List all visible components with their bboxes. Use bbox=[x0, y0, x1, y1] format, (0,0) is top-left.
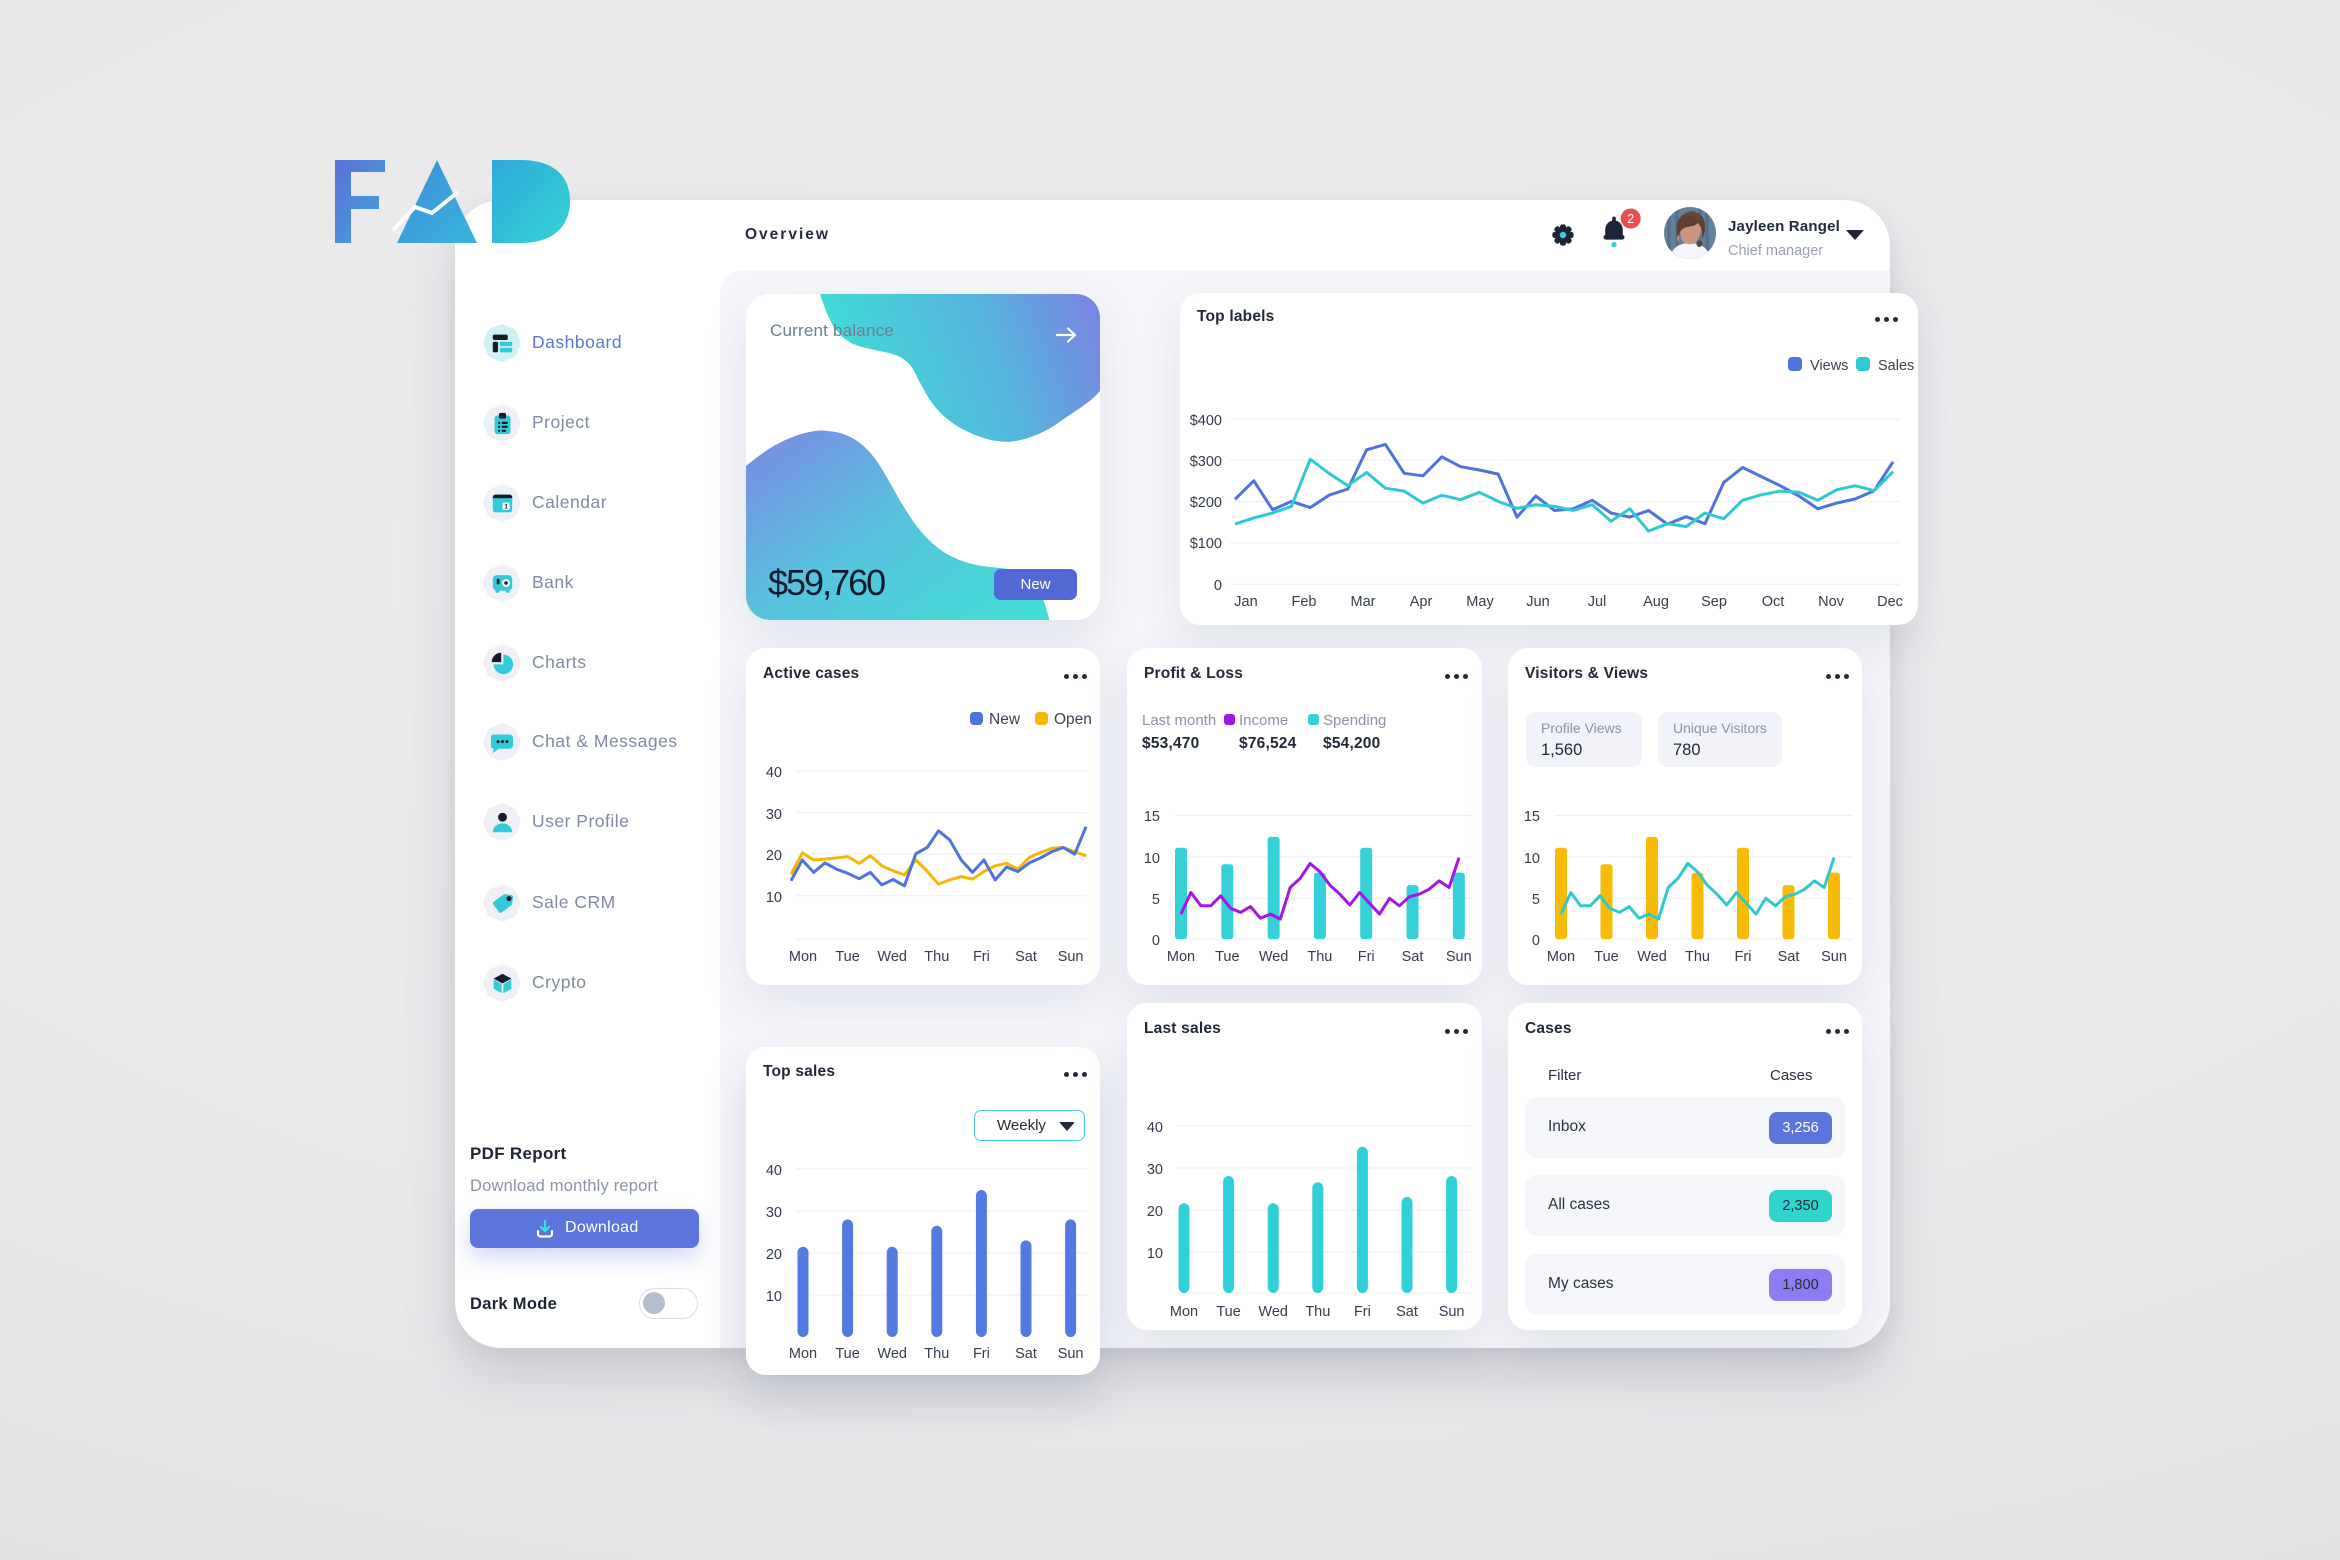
svg-text:30: 30 bbox=[1147, 1162, 1163, 1178]
svg-text:Feb: Feb bbox=[1292, 594, 1317, 610]
svg-text:Thu: Thu bbox=[1685, 949, 1710, 965]
svg-text:May: May bbox=[1466, 594, 1494, 610]
svg-text:$400: $400 bbox=[1190, 413, 1222, 429]
svg-text:Aug: Aug bbox=[1643, 594, 1669, 610]
svg-text:Sat: Sat bbox=[1402, 949, 1424, 965]
svg-text:Fri: Fri bbox=[1354, 1304, 1371, 1320]
svg-text:Apr: Apr bbox=[1410, 594, 1433, 610]
svg-text:Fri: Fri bbox=[1358, 949, 1375, 965]
svg-text:15: 15 bbox=[1144, 809, 1160, 825]
svg-text:Mon: Mon bbox=[789, 1346, 817, 1362]
svg-text:Wed: Wed bbox=[877, 1346, 907, 1362]
svg-text:Oct: Oct bbox=[1762, 594, 1785, 610]
svg-text:Tue: Tue bbox=[835, 949, 859, 965]
svg-text:20: 20 bbox=[1147, 1204, 1163, 1220]
svg-text:20: 20 bbox=[766, 1247, 782, 1263]
svg-text:Fri: Fri bbox=[973, 1346, 990, 1362]
svg-text:Sat: Sat bbox=[1778, 949, 1800, 965]
svg-text:Tue: Tue bbox=[1594, 949, 1618, 965]
svg-text:40: 40 bbox=[766, 765, 782, 781]
svg-text:Mon: Mon bbox=[1547, 949, 1575, 965]
svg-text:30: 30 bbox=[766, 1205, 782, 1221]
svg-text:Sat: Sat bbox=[1015, 1346, 1037, 1362]
svg-text:20: 20 bbox=[766, 848, 782, 864]
svg-text:Thu: Thu bbox=[924, 1346, 949, 1362]
svg-text:10: 10 bbox=[766, 1289, 782, 1305]
svg-text:Jan: Jan bbox=[1234, 594, 1257, 610]
svg-text:Wed: Wed bbox=[1258, 1304, 1288, 1320]
svg-text:10: 10 bbox=[1524, 851, 1540, 867]
svg-text:5: 5 bbox=[1152, 892, 1160, 908]
svg-text:$300: $300 bbox=[1190, 454, 1222, 470]
svg-text:Tue: Tue bbox=[835, 1346, 859, 1362]
svg-text:15: 15 bbox=[1524, 809, 1540, 825]
svg-text:Views: Views bbox=[1810, 358, 1848, 374]
svg-text:Sat: Sat bbox=[1396, 1304, 1418, 1320]
svg-text:2: 2 bbox=[1627, 212, 1634, 226]
svg-text:Thu: Thu bbox=[924, 949, 949, 965]
svg-text:Sun: Sun bbox=[1446, 949, 1472, 965]
svg-text:1: 1 bbox=[504, 503, 508, 510]
svg-text:Open: Open bbox=[1054, 711, 1092, 728]
svg-text:40: 40 bbox=[1147, 1120, 1163, 1136]
svg-text:5: 5 bbox=[1532, 892, 1540, 908]
svg-text:Jul: Jul bbox=[1588, 594, 1607, 610]
svg-text:Sales: Sales bbox=[1878, 358, 1914, 374]
svg-text:Jun: Jun bbox=[1526, 594, 1549, 610]
svg-text:0: 0 bbox=[1152, 933, 1160, 949]
svg-text:Thu: Thu bbox=[1307, 949, 1332, 965]
svg-text:0: 0 bbox=[1214, 578, 1222, 594]
svg-text:Wed: Wed bbox=[1259, 949, 1289, 965]
svg-text:Sun: Sun bbox=[1058, 949, 1084, 965]
svg-text:Fri: Fri bbox=[1735, 949, 1752, 965]
svg-text:10: 10 bbox=[766, 890, 782, 906]
svg-text:Sun: Sun bbox=[1439, 1304, 1465, 1320]
svg-text:Sun: Sun bbox=[1821, 949, 1847, 965]
svg-text:Nov: Nov bbox=[1818, 594, 1845, 610]
svg-text:Sat: Sat bbox=[1015, 949, 1037, 965]
svg-text:30: 30 bbox=[766, 807, 782, 823]
svg-text:Mon: Mon bbox=[1167, 949, 1195, 965]
svg-text:Wed: Wed bbox=[1637, 949, 1667, 965]
svg-text:Tue: Tue bbox=[1216, 1304, 1240, 1320]
svg-text:Mon: Mon bbox=[1170, 1304, 1198, 1320]
svg-text:40: 40 bbox=[766, 1163, 782, 1179]
svg-text:Mar: Mar bbox=[1351, 594, 1376, 610]
svg-text:Fri: Fri bbox=[973, 949, 990, 965]
svg-text:0: 0 bbox=[1532, 933, 1540, 949]
svg-text:Dec: Dec bbox=[1877, 594, 1903, 610]
svg-text:Mon: Mon bbox=[789, 949, 817, 965]
svg-text:Thu: Thu bbox=[1305, 1304, 1330, 1320]
svg-text:$200: $200 bbox=[1190, 495, 1222, 511]
svg-text:Sun: Sun bbox=[1058, 1346, 1084, 1362]
svg-text:10: 10 bbox=[1147, 1246, 1163, 1262]
svg-text:Wed: Wed bbox=[877, 949, 907, 965]
svg-text:New: New bbox=[989, 711, 1021, 728]
svg-text:$100: $100 bbox=[1190, 536, 1222, 552]
svg-text:Tue: Tue bbox=[1215, 949, 1239, 965]
svg-text:Sep: Sep bbox=[1701, 594, 1727, 610]
svg-text:10: 10 bbox=[1144, 851, 1160, 867]
